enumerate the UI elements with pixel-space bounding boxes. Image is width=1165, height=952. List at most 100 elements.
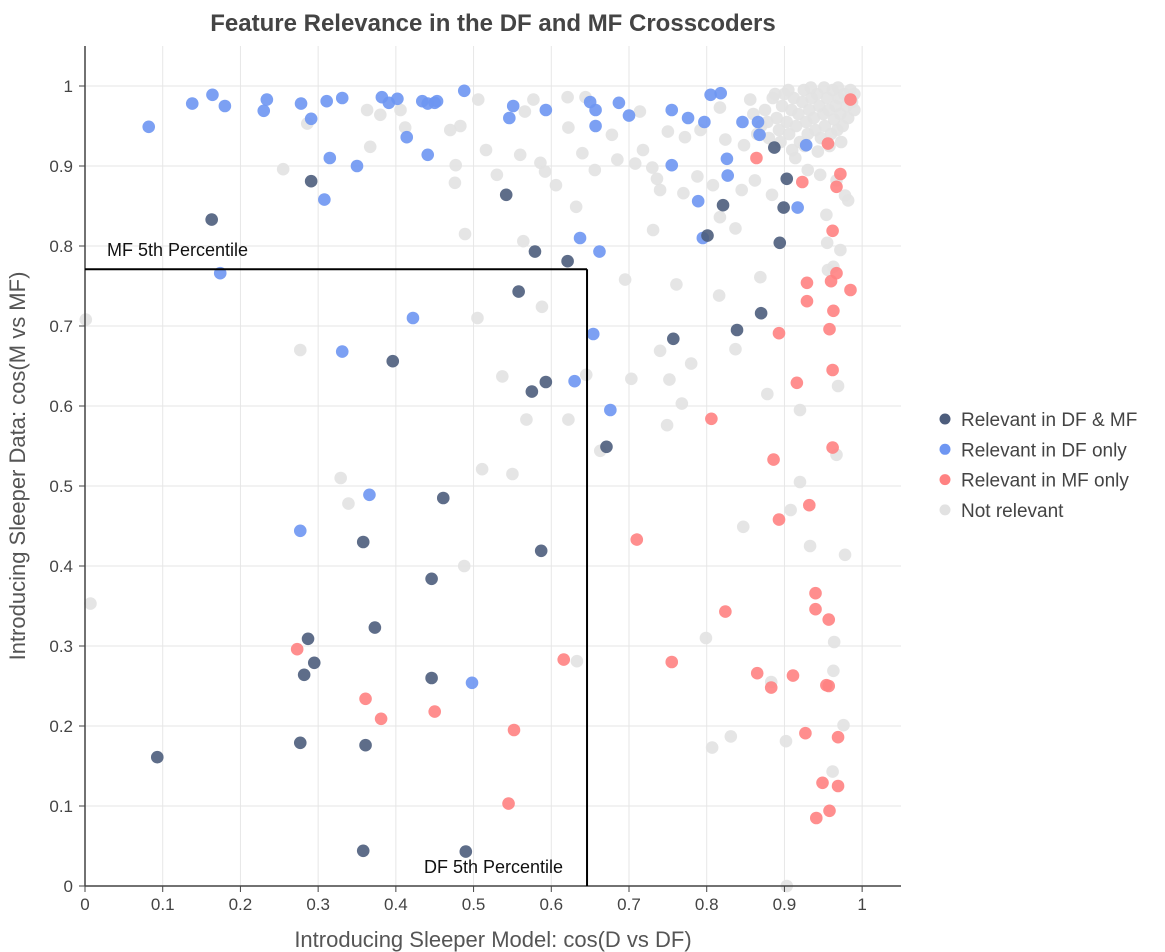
point-not-relevant xyxy=(848,103,861,117)
legend-label: Relevant in MF only xyxy=(961,471,1129,492)
point-not-relevant xyxy=(706,178,720,192)
point-relevant-in-df-mf xyxy=(773,236,787,250)
point-not-relevant xyxy=(618,273,632,286)
point-relevant-in-df-only xyxy=(568,374,581,388)
point-relevant-in-df-only xyxy=(753,128,766,142)
point-relevant-in-df-only xyxy=(791,201,804,214)
point-relevant-in-df-only xyxy=(430,94,444,108)
axes: 0 0.1 0.2 0.3 0.4 0.5 0.6 0.7 0.8 0.9 1 0 0.1 0.2 0.3 0… xyxy=(49,46,901,914)
point-not-relevant xyxy=(490,168,504,182)
point-relevant-in-df-only xyxy=(604,403,617,417)
point-relevant-in-df-only xyxy=(304,112,318,126)
point-not-relevant xyxy=(650,172,664,186)
point-relevant-in-df-mf xyxy=(436,491,450,505)
point-relevant-in-df-only xyxy=(363,488,376,502)
point-not-relevant xyxy=(779,734,793,748)
point-not-relevant xyxy=(398,121,412,134)
point-not-relevant xyxy=(636,143,650,157)
df-percentile-label: DF 5th Percentile xyxy=(424,857,563,877)
point-not-relevant xyxy=(813,168,827,182)
point-relevant-in-mf-only xyxy=(831,779,845,793)
point-relevant-in-df-only xyxy=(218,99,232,113)
point-not-relevant xyxy=(724,730,738,743)
y-tick-label: 0.8 xyxy=(49,237,73,256)
point-not-relevant xyxy=(517,234,530,248)
point-relevant-in-df-mf xyxy=(539,375,553,389)
point-not-relevant xyxy=(633,105,647,118)
point-not-relevant xyxy=(837,718,850,732)
point-relevant-in-df-mf xyxy=(359,738,372,752)
point-not-relevant xyxy=(761,115,774,129)
point-relevant-in-mf-only xyxy=(502,797,515,810)
point-not-relevant xyxy=(719,133,732,146)
point-relevant-in-df-only xyxy=(465,676,479,690)
point-not-relevant xyxy=(713,210,727,224)
point-not-relevant xyxy=(804,81,818,94)
legend-marker xyxy=(939,413,951,425)
point-relevant-in-df-only xyxy=(320,94,333,108)
point-relevant-in-df-only xyxy=(573,231,587,245)
point-relevant-in-mf-only xyxy=(809,602,822,616)
point-relevant-in-df-mf xyxy=(150,750,164,764)
point-relevant-in-df-only xyxy=(622,109,636,122)
legend-marker xyxy=(939,504,951,516)
point-not-relevant xyxy=(684,357,698,370)
point-relevant-in-df-mf xyxy=(777,201,790,214)
point-relevant-in-df-mf xyxy=(754,306,768,320)
point-not-relevant xyxy=(803,539,817,553)
point-not-relevant xyxy=(506,467,519,481)
point-relevant-in-mf-only xyxy=(719,605,732,618)
x-tick-label: 0.5 xyxy=(462,895,486,914)
point-not-relevant xyxy=(538,165,552,178)
y-axis-title: Introducing Sleeper Data: cos(M vs MF) xyxy=(5,272,30,661)
point-relevant-in-mf-only xyxy=(665,655,679,669)
point-not-relevant xyxy=(342,497,355,510)
point-not-relevant xyxy=(793,475,807,489)
point-not-relevant xyxy=(549,178,563,192)
point-relevant-in-df-mf xyxy=(716,198,730,212)
point-relevant-in-df-only xyxy=(457,84,471,98)
point-not-relevant xyxy=(471,93,485,106)
point-relevant-in-mf-only xyxy=(507,723,521,737)
x-tick-label: 0.8 xyxy=(695,895,719,914)
point-relevant-in-df-mf xyxy=(499,188,513,202)
point-relevant-in-df-only xyxy=(721,169,734,182)
point-relevant-in-mf-only xyxy=(809,586,822,600)
point-relevant-in-df-only xyxy=(665,158,679,172)
point-not-relevant xyxy=(838,548,852,562)
point-relevant-in-mf-only xyxy=(809,811,823,825)
point-relevant-in-mf-only xyxy=(831,730,845,744)
x-tick-label: 0.9 xyxy=(773,895,797,914)
point-relevant-in-df-mf xyxy=(666,332,680,346)
point-relevant-in-mf-only xyxy=(834,167,847,181)
point-not-relevant xyxy=(562,413,575,426)
point-relevant-in-mf-only xyxy=(359,692,372,706)
point-not-relevant xyxy=(729,222,742,235)
point-not-relevant xyxy=(820,208,833,222)
legend: Relevant in DF & MF Relevant in DF only Re… xyxy=(939,410,1137,522)
point-not-relevant xyxy=(276,162,290,176)
point-not-relevant xyxy=(518,105,532,118)
point-not-relevant xyxy=(792,107,805,121)
point-relevant-in-mf-only xyxy=(823,322,836,336)
point-relevant-in-df-mf xyxy=(780,172,794,186)
point-relevant-in-df-only xyxy=(185,97,199,110)
point-relevant-in-mf-only xyxy=(428,705,442,718)
point-not-relevant xyxy=(663,373,676,386)
point-not-relevant xyxy=(454,119,467,133)
point-not-relevant xyxy=(729,342,742,356)
point-relevant-in-df-only xyxy=(257,104,271,118)
point-relevant-in-df-mf xyxy=(425,572,438,586)
point-relevant-in-df-mf xyxy=(701,229,714,242)
point-relevant-in-df-only xyxy=(323,151,337,165)
point-not-relevant xyxy=(496,370,509,383)
point-not-relevant xyxy=(646,161,659,174)
point-relevant-in-df-mf xyxy=(304,174,318,188)
point-relevant-in-mf-only xyxy=(557,653,571,666)
point-relevant-in-df-mf xyxy=(459,845,473,858)
point-relevant-in-df-mf xyxy=(301,632,315,646)
point-relevant-in-df-only xyxy=(335,345,349,358)
point-relevant-in-mf-only xyxy=(800,294,814,308)
point-not-relevant xyxy=(576,146,589,160)
point-relevant-in-mf-only xyxy=(374,712,388,726)
